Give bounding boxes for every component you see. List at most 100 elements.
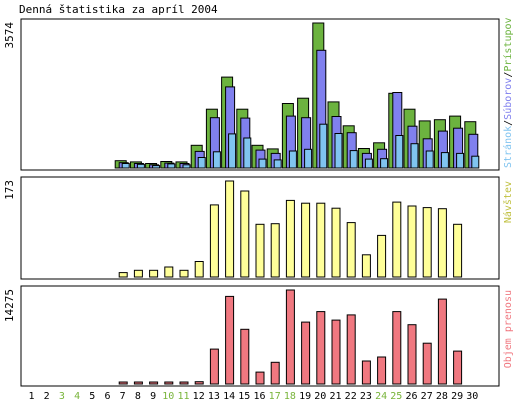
- bar-traffic-day-13: [209, 348, 219, 385]
- bar-stránok-day-18: [288, 150, 297, 169]
- bar-visits-day-18: [285, 199, 295, 278]
- x-tick-label-day-3: 3: [59, 391, 65, 402]
- x-tick-label-day-7: 7: [120, 391, 126, 402]
- bar-traffic-day-28: [437, 298, 447, 385]
- x-tick-label-day-14: 14: [223, 391, 235, 402]
- x-tick-label-day-21: 21: [329, 391, 341, 402]
- legend-part-1: /: [503, 120, 514, 126]
- legend-label-visits: Návštev: [502, 181, 514, 223]
- panel-frame-traffic: [20, 285, 500, 387]
- bar-traffic-day-23: [361, 360, 371, 385]
- panel-visits: 173 Návštev: [3, 176, 514, 280]
- bar-visits-day-9: [149, 269, 159, 278]
- bar-traffic-day-14: [225, 295, 235, 385]
- legend-label-hits: Stránok/Súborov/Prístupov: [502, 17, 514, 168]
- bar-visits-day-10: [164, 266, 174, 278]
- bar-stránok-day-20: [319, 123, 328, 169]
- bar-stránok-day-28: [440, 152, 449, 169]
- bar-stránok-day-22: [349, 150, 358, 169]
- bar-stránok-day-15: [243, 137, 252, 169]
- x-tick-label-day-8: 8: [135, 391, 141, 402]
- bar-visits-day-7: [118, 272, 128, 278]
- bar-traffic-day-9: [149, 381, 159, 385]
- y-max-label-hits: 3574: [3, 22, 16, 49]
- bar-visits-day-23: [361, 254, 371, 278]
- bar-stránok-day-23: [364, 158, 373, 169]
- bar-traffic-day-27: [422, 342, 432, 385]
- bar-stránok-day-9: [152, 165, 161, 169]
- bar-visits-day-29: [453, 223, 463, 278]
- x-tick-label-day-17: 17: [269, 391, 281, 402]
- x-tick-label-day-23: 23: [360, 391, 372, 402]
- bar-traffic-day-22: [346, 314, 356, 385]
- legend-part-4: Prístupov: [502, 17, 514, 71]
- x-tick-label-day-24: 24: [375, 391, 387, 402]
- bar-traffic-day-7: [118, 381, 128, 385]
- bar-stránok-day-21: [334, 133, 343, 169]
- bar-traffic-day-26: [407, 324, 417, 385]
- x-tick-label-day-15: 15: [238, 391, 250, 402]
- bar-visits-day-21: [331, 207, 341, 278]
- bar-stránok-day-26: [410, 143, 419, 169]
- bar-traffic-day-16: [255, 371, 265, 385]
- bar-traffic-day-15: [240, 328, 250, 385]
- x-tick-label-day-6: 6: [104, 391, 110, 402]
- bar-visits-day-15: [240, 190, 250, 278]
- bar-visits-day-11: [179, 269, 189, 278]
- bar-stránok-day-8: [136, 163, 145, 169]
- bar-stránok-day-30: [471, 155, 480, 169]
- bar-traffic-day-11: [179, 381, 189, 385]
- x-tick-label-day-27: 27: [421, 391, 433, 402]
- bar-traffic-day-20: [316, 311, 326, 385]
- bar-stránok-day-25: [395, 135, 404, 169]
- bar-visits-day-24: [377, 234, 387, 278]
- bar-visits-day-12: [194, 261, 204, 278]
- x-tick-label-day-13: 13: [208, 391, 220, 402]
- bar-stránok-day-7: [121, 163, 130, 169]
- x-tick-label-day-22: 22: [345, 391, 357, 402]
- x-tick-label-day-9: 9: [150, 391, 156, 402]
- bar-stránok-day-27: [425, 150, 434, 169]
- legend-label-traffic: Objem prenosu: [503, 290, 514, 368]
- x-tick-label-day-4: 4: [74, 391, 80, 402]
- legend-part-0: Stránok: [502, 126, 514, 168]
- bar-visits-day-13: [209, 204, 219, 278]
- x-tick-label-day-12: 12: [193, 391, 205, 402]
- x-tick-label-day-10: 10: [162, 391, 174, 402]
- legend-part-2: Súborov: [502, 78, 514, 120]
- bar-stránok-day-29: [456, 152, 465, 169]
- y-max-label-visits: 173: [3, 180, 16, 200]
- chart-title: Denná štatistika za apríl 2004: [19, 3, 218, 16]
- bar-traffic-day-18: [285, 289, 295, 385]
- x-tick-label-day-26: 26: [405, 391, 417, 402]
- bar-traffic-day-25: [392, 311, 402, 385]
- bar-stránok-day-24: [380, 158, 389, 169]
- bar-visits-day-22: [346, 222, 356, 278]
- bar-traffic-day-24: [377, 356, 387, 385]
- bar-traffic-day-21: [331, 319, 341, 385]
- x-tick-label-day-11: 11: [177, 391, 189, 402]
- bar-traffic-day-12: [194, 381, 204, 385]
- bar-traffic-day-8: [133, 381, 143, 385]
- x-tick-label-day-25: 25: [390, 391, 402, 402]
- x-tick-label-day-20: 20: [314, 391, 326, 402]
- x-tick-label-day-19: 19: [299, 391, 311, 402]
- bar-stránok-day-10: [167, 163, 176, 169]
- bar-stránok-day-17: [273, 159, 282, 169]
- bar-traffic-day-10: [164, 381, 174, 385]
- bar-visits-day-26: [407, 205, 417, 278]
- bar-stránok-day-16: [258, 158, 267, 169]
- bar-traffic-day-17: [270, 361, 280, 385]
- bar-visits-day-27: [422, 207, 432, 278]
- x-tick-label-day-28: 28: [436, 391, 448, 402]
- bar-visits-day-25: [392, 201, 402, 278]
- bar-stránok-day-12: [197, 157, 206, 169]
- x-tick-label-day-1: 1: [28, 391, 34, 402]
- bar-visits-day-14: [225, 180, 235, 278]
- x-tick-label-day-29: 29: [451, 391, 463, 402]
- bar-stránok-day-19: [304, 148, 313, 169]
- bar-visits-day-16: [255, 223, 265, 278]
- legend-part-3: /: [503, 72, 514, 78]
